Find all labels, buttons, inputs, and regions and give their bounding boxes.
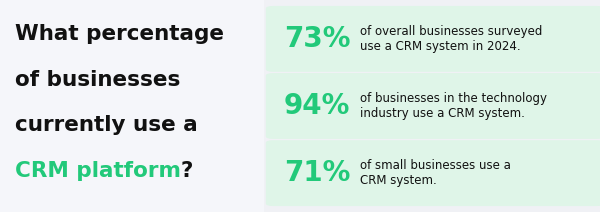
Text: What percentage: What percentage xyxy=(15,24,224,44)
FancyBboxPatch shape xyxy=(266,140,600,206)
Text: use a CRM system in 2024.: use a CRM system in 2024. xyxy=(360,40,521,53)
Text: of businesses in the technology: of businesses in the technology xyxy=(360,92,547,105)
Text: 73%: 73% xyxy=(284,25,350,53)
Text: CRM system.: CRM system. xyxy=(360,174,437,187)
FancyBboxPatch shape xyxy=(266,73,600,139)
Text: of small businesses use a: of small businesses use a xyxy=(360,159,511,172)
Text: of businesses: of businesses xyxy=(15,70,181,89)
Text: CRM platform: CRM platform xyxy=(15,161,181,181)
FancyBboxPatch shape xyxy=(266,6,600,72)
Text: ?: ? xyxy=(181,161,193,181)
Text: industry use a CRM system.: industry use a CRM system. xyxy=(360,107,525,120)
Text: 71%: 71% xyxy=(284,159,350,187)
Text: 94%: 94% xyxy=(284,92,350,120)
Text: of overall businesses surveyed: of overall businesses surveyed xyxy=(360,25,542,38)
FancyBboxPatch shape xyxy=(0,0,264,212)
Text: currently use a: currently use a xyxy=(15,115,198,135)
